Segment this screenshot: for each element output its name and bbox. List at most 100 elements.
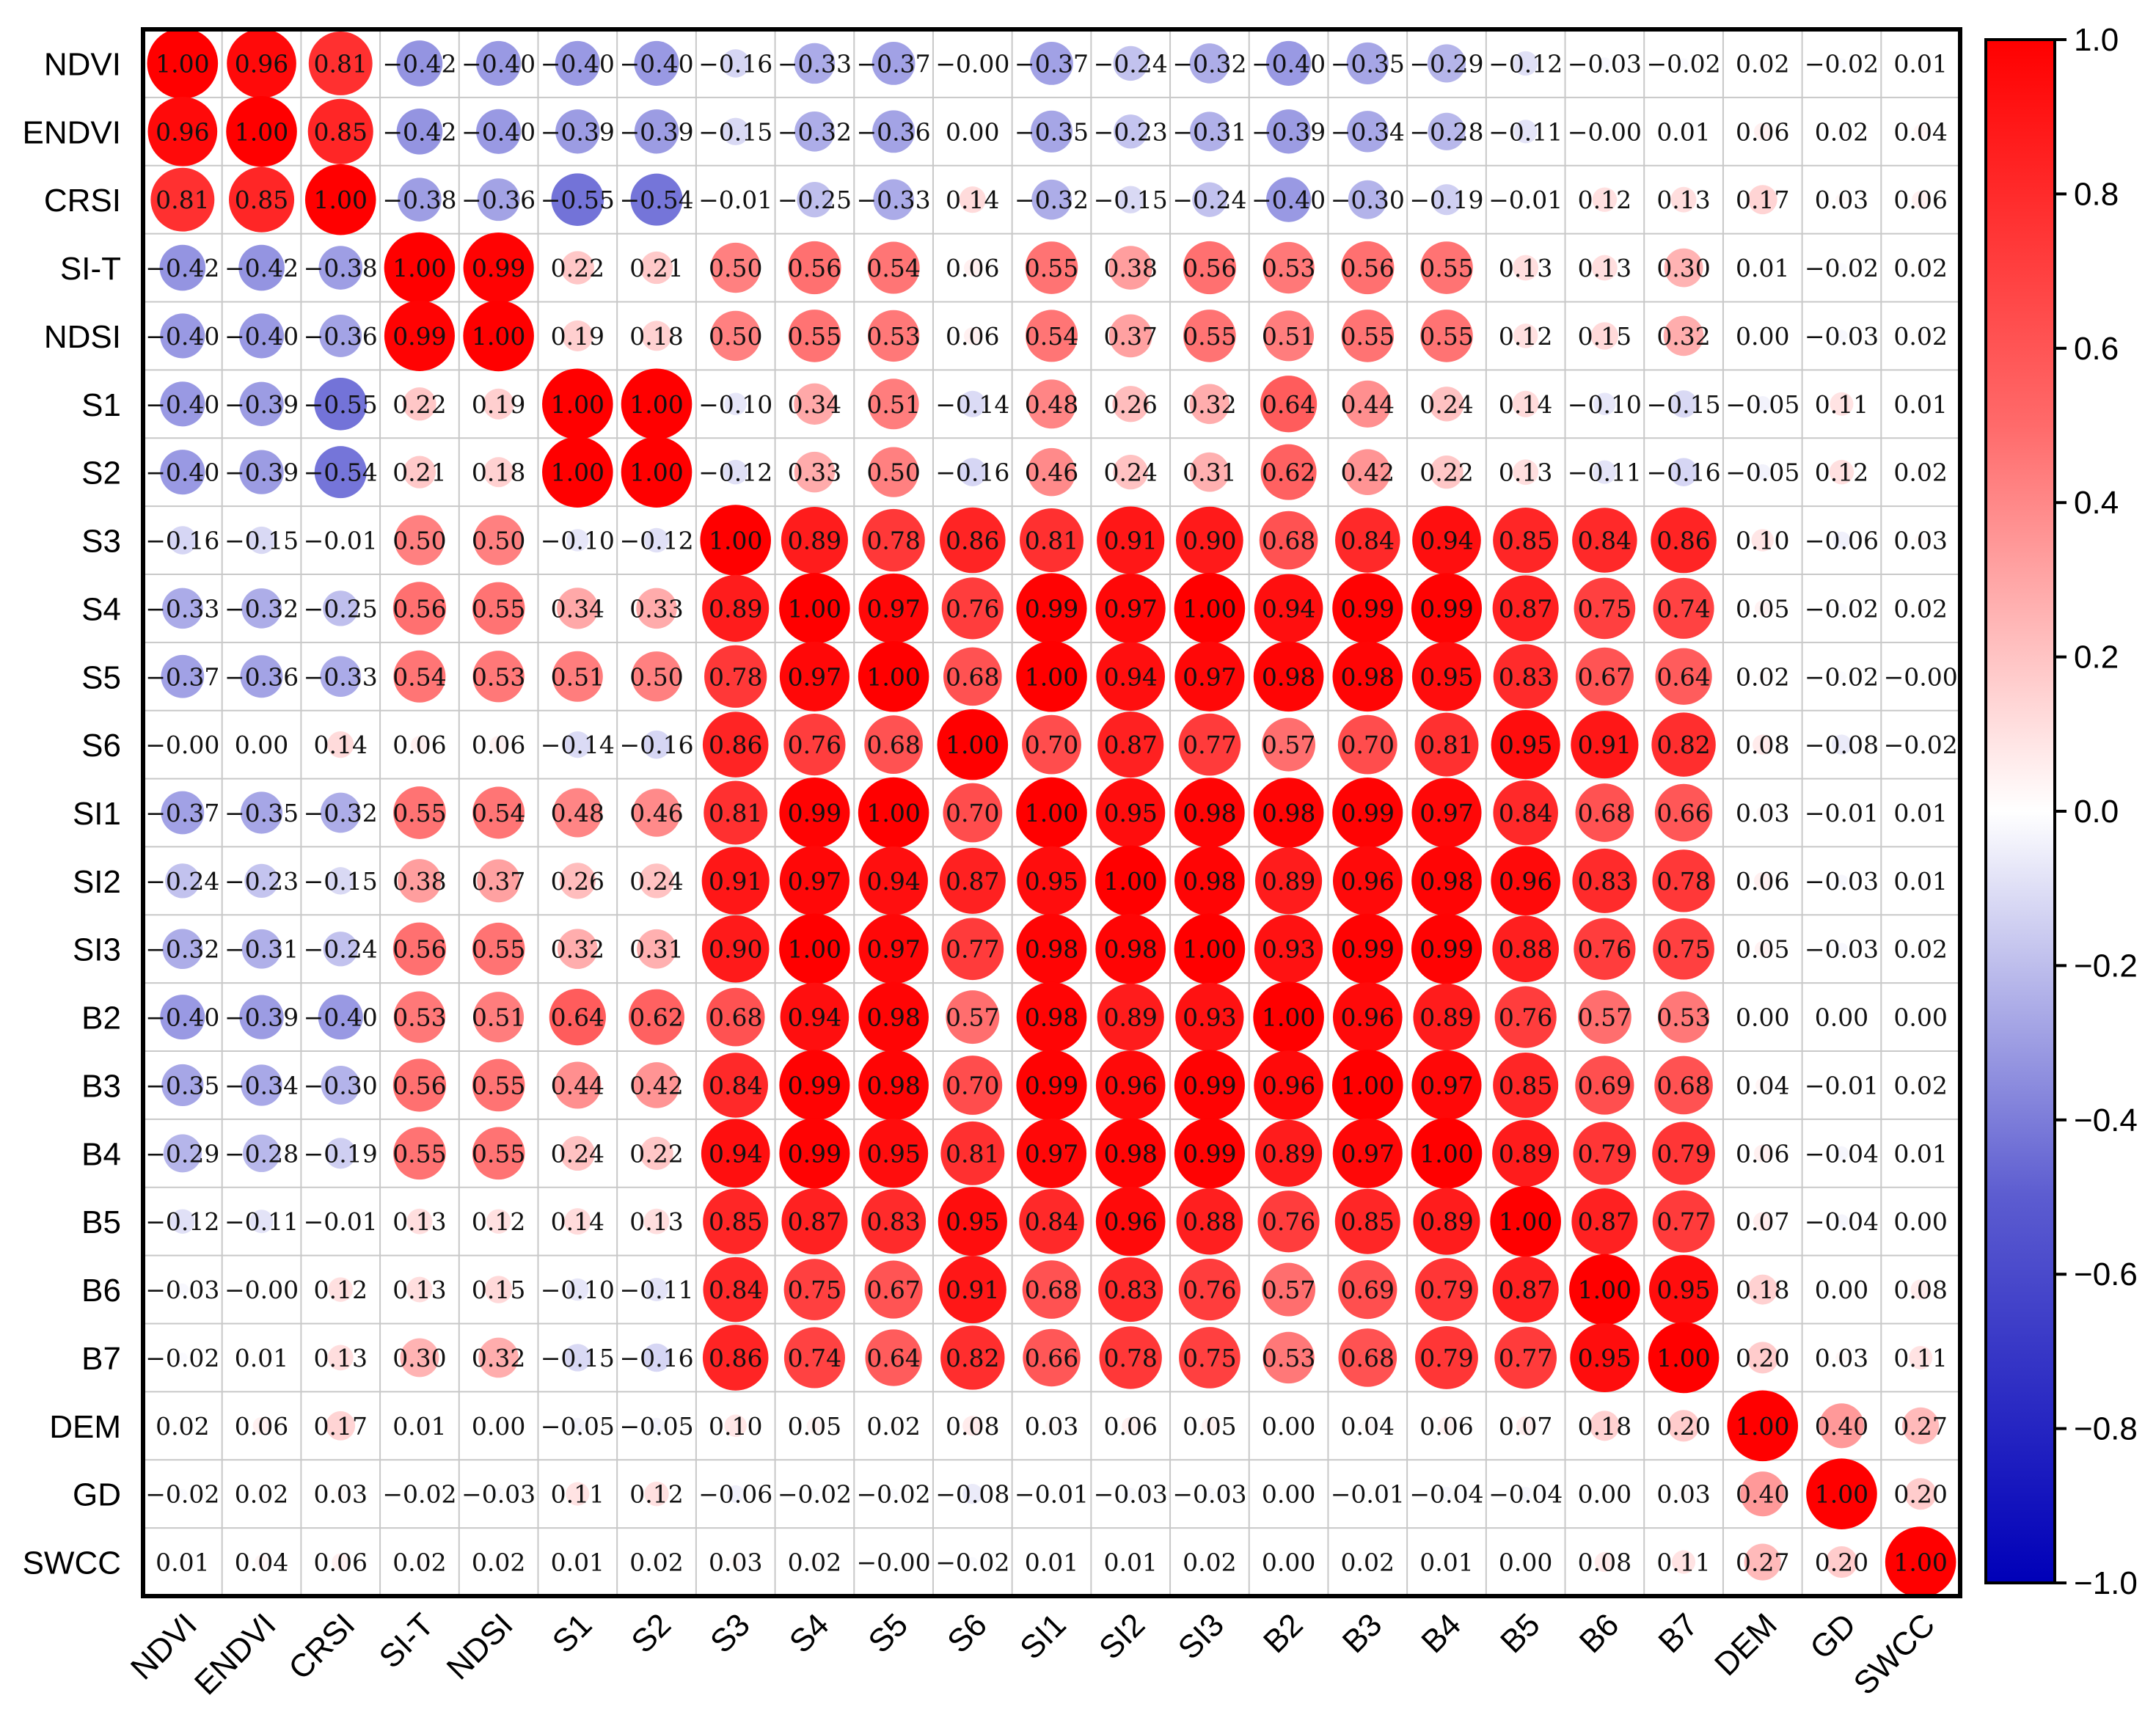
marker-s1-s3 [724, 392, 747, 416]
value-label-b4-b7: 0.79 [1656, 1139, 1710, 1168]
marker-gd-b3 [1364, 1490, 1372, 1498]
col-label-ndsi: NDSI [440, 1606, 520, 1686]
marker-b6-si-t [406, 1276, 433, 1303]
value-label-swcc-b3: 0.02 [1341, 1548, 1395, 1577]
value-label-s2-endvi: −0.39 [224, 458, 299, 487]
marker-si2-crsi [326, 867, 354, 895]
value-label-s2-b2: 0.62 [1262, 458, 1315, 487]
value-label-si3-dem: 0.05 [1736, 935, 1789, 964]
marker-s3-gd [1832, 531, 1851, 549]
marker-b7-dem [1747, 1342, 1779, 1374]
marker-b3-b4 [1411, 1050, 1482, 1121]
value-label-si3-b7: 0.75 [1656, 935, 1710, 964]
marker-b5-si-t [406, 1208, 433, 1234]
value-label-ndvi-b3: −0.35 [1331, 49, 1405, 78]
marker-s6-s4 [783, 714, 846, 776]
value-label-s1-s6: −0.14 [935, 390, 1009, 419]
value-label-crsi-b4: −0.19 [1409, 186, 1483, 214]
col-label-s4: S4 [783, 1606, 836, 1660]
value-label-ndsi-s2: 0.18 [629, 322, 683, 351]
marker-dem-b7 [1667, 1410, 1700, 1442]
value-label-si3-s3: 0.90 [709, 935, 762, 964]
value-label-b4-swcc: 0.01 [1893, 1139, 1947, 1168]
value-label-b7-si-t: 0.30 [392, 1344, 446, 1372]
value-label-si2-si1: 0.95 [1025, 867, 1078, 896]
marker-b3-b3 [1331, 1050, 1403, 1121]
value-label-gd-dem: 0.40 [1736, 1480, 1789, 1509]
value-label-s5-si1: 1.00 [1025, 662, 1078, 691]
marker-si3-si1 [1016, 913, 1087, 984]
value-label-b4-b6: 0.79 [1578, 1139, 1631, 1168]
value-label-s2-si3: 0.31 [1183, 458, 1236, 487]
marker-crsi-si2 [1117, 186, 1144, 213]
marker-crsi-s5 [873, 179, 914, 220]
value-label-swcc-s1: 0.01 [551, 1548, 604, 1577]
value-label-endvi-dem: 0.06 [1736, 117, 1789, 146]
value-label-s4-si1: 0.99 [1025, 594, 1078, 623]
value-label-si2-b5: 0.96 [1499, 867, 1552, 896]
col-label-s3: S3 [704, 1606, 757, 1660]
marker-s2-s2 [621, 436, 693, 508]
value-label-gd-si2: −0.03 [1094, 1480, 1168, 1509]
value-label-ndvi-si1: −0.37 [1015, 49, 1089, 78]
marker-b7-ndsi [478, 1337, 519, 1378]
marker-b5-gd [1834, 1214, 1849, 1229]
marker-s1-s4 [794, 383, 836, 425]
value-label-b3-s2: 0.42 [629, 1071, 683, 1100]
value-label-b4-b3: 0.97 [1341, 1139, 1395, 1168]
value-label-s6-si3: 0.77 [1183, 731, 1236, 759]
marker-gd-s5 [888, 1488, 899, 1499]
col-label-s2: S2 [624, 1606, 678, 1660]
marker-s1-b2 [1260, 376, 1318, 433]
row-label-si3: SI3 [73, 932, 121, 968]
row-label-b4: B4 [81, 1136, 121, 1172]
marker-dem-si-t [416, 1422, 423, 1430]
value-label-crsi-endvi: 0.85 [235, 186, 288, 214]
marker-ndvi-s1 [555, 40, 600, 86]
marker-ndsi-si1 [1026, 310, 1078, 362]
value-label-swcc-b7: 0.11 [1656, 1548, 1710, 1577]
value-label-dem-ndvi: 0.02 [156, 1412, 209, 1441]
marker-s2-s6 [958, 458, 987, 486]
marker-dem-s6 [962, 1416, 983, 1436]
marker-gd-s6 [962, 1484, 983, 1504]
marker-s1-ndvi [160, 381, 205, 427]
value-label-swcc-si3: 0.02 [1183, 1548, 1236, 1577]
value-label-dem-swcc: 0.27 [1893, 1412, 1947, 1441]
marker-s3-b2 [1259, 511, 1318, 570]
marker-s2-b2 [1260, 444, 1317, 500]
value-label-swcc-s3: 0.03 [709, 1548, 762, 1577]
value-label-b2-b3: 0.96 [1341, 1003, 1395, 1032]
value-label-b2-ndvi: −0.40 [145, 1003, 219, 1032]
value-label-endvi-s6: 0.00 [946, 117, 999, 146]
marker-si3-endvi [241, 929, 282, 969]
marker-si2-s6 [939, 847, 1006, 914]
value-label-si3-si-t: 0.56 [392, 935, 446, 964]
marker-ndsi-b6 [1590, 322, 1619, 350]
marker-b6-b2 [1262, 1262, 1316, 1317]
value-label-si1-b7: 0.66 [1656, 799, 1710, 827]
marker-ndsi-s1 [562, 320, 593, 351]
value-label-b7-ndvi: −0.02 [145, 1344, 219, 1372]
value-label-si2-s6: 0.87 [946, 867, 999, 896]
marker-endvi-s3 [722, 117, 750, 146]
value-label-s3-gd: −0.06 [1805, 527, 1879, 555]
value-label-s2-si-t: 0.21 [392, 458, 446, 487]
value-label-si2-s1: 0.26 [551, 867, 604, 896]
marker-s6-b7 [1651, 712, 1716, 777]
marker-ndsi-si-t [384, 300, 455, 371]
marker-s4-s6 [941, 577, 1004, 640]
marker-s1-si1 [1027, 379, 1076, 429]
col-label-s5: S5 [861, 1606, 915, 1660]
marker-b2-s6 [946, 990, 1000, 1045]
value-label-s5-crsi: −0.33 [304, 662, 378, 691]
value-label-dem-s4: 0.05 [788, 1412, 841, 1441]
value-label-crsi-s3: −0.01 [698, 186, 772, 214]
marker-ndsi-s4 [788, 310, 841, 362]
marker-si3-b3 [1332, 913, 1403, 984]
marker-s5-s4 [779, 641, 849, 711]
marker-dem-s2 [648, 1418, 665, 1434]
value-label-s5-si2: 0.94 [1103, 662, 1157, 691]
value-label-si-t-s1: 0.22 [551, 254, 604, 282]
